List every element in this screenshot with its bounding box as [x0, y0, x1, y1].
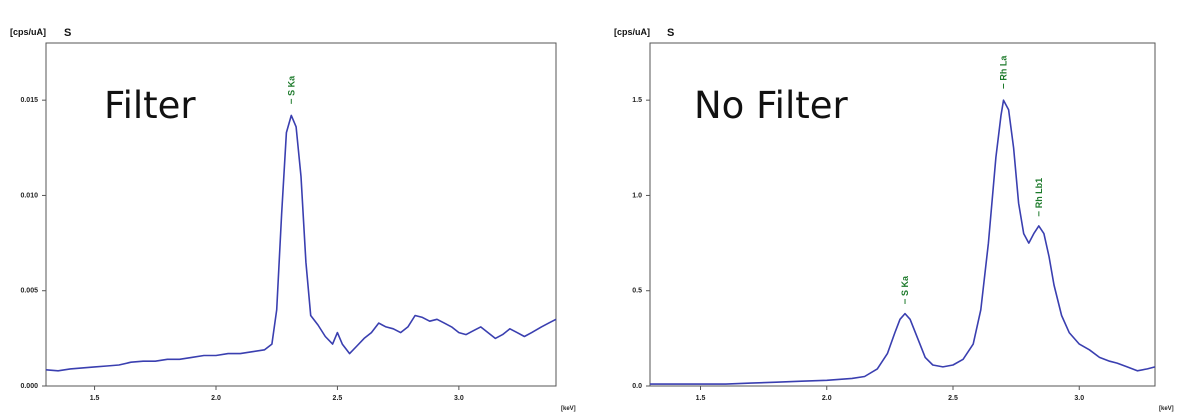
y-axis-label: [cps/uA]: [10, 27, 46, 37]
filter-panel: [cps/uA] S Filter [keV] 1.5 2.0 2.5 3.0 0.00…: [10, 27, 576, 412]
y-axis-label: [cps/uA]: [614, 27, 650, 37]
plot-frame: [649, 42, 1156, 387]
x-tick-label: 1.5: [90, 395, 100, 402]
x-tick-label: 1.5: [696, 395, 706, 402]
y-tick-label: 1.5: [632, 97, 642, 104]
x-axis-label: [keV]: [561, 406, 576, 412]
x-tick-label: 2.5: [333, 395, 343, 402]
ticks: 1.5 2.0 2.5 3.0 0.000 0.005 0.010 0.015: [20, 97, 463, 402]
y-tick-label: 0.0: [632, 383, 642, 390]
series: [650, 99, 1156, 385]
series: [45, 114, 557, 372]
peak-label: S Ka: [286, 75, 296, 96]
chart-title: Filter: [104, 84, 196, 127]
peak-label: Rh La: [999, 55, 1009, 81]
spectrum-line: [45, 114, 557, 372]
x-tick-label: 2.0: [822, 395, 832, 402]
x-axis-label: [keV]: [1159, 406, 1174, 412]
plot-frame: [45, 42, 557, 387]
y-tick-label: 0.010: [20, 192, 38, 199]
peak-label: S Ka: [900, 275, 910, 296]
y-tick-label: 0.000: [20, 383, 38, 390]
peak-labels: S Ka Rh La Rh Lb1: [900, 55, 1044, 304]
no-filter-panel: [cps/uA] S No Filter [keV] 1.5 2.0 2.5 3.0 0…: [614, 27, 1174, 412]
y-tick-label: 1.0: [632, 192, 642, 199]
spectrum-line: [650, 99, 1156, 385]
chart-title: No Filter: [694, 84, 848, 127]
y-tick-label: 0.5: [632, 288, 642, 295]
y-tick-label: 0.005: [20, 288, 38, 295]
x-tick-label: 2.0: [211, 395, 221, 402]
element-symbol: S: [64, 27, 71, 39]
y-tick-label: 0.015: [20, 97, 38, 104]
peak-label: Rh Lb1: [1034, 178, 1044, 209]
peak-labels: S Ka: [286, 75, 296, 104]
ticks: 1.5 2.0 2.5 3.0 0.0 0.5 1.0 1.5: [632, 97, 1084, 402]
x-tick-label: 2.5: [948, 395, 958, 402]
x-tick-label: 3.0: [454, 395, 464, 402]
x-tick-label: 3.0: [1074, 395, 1084, 402]
element-symbol: S: [667, 27, 674, 39]
